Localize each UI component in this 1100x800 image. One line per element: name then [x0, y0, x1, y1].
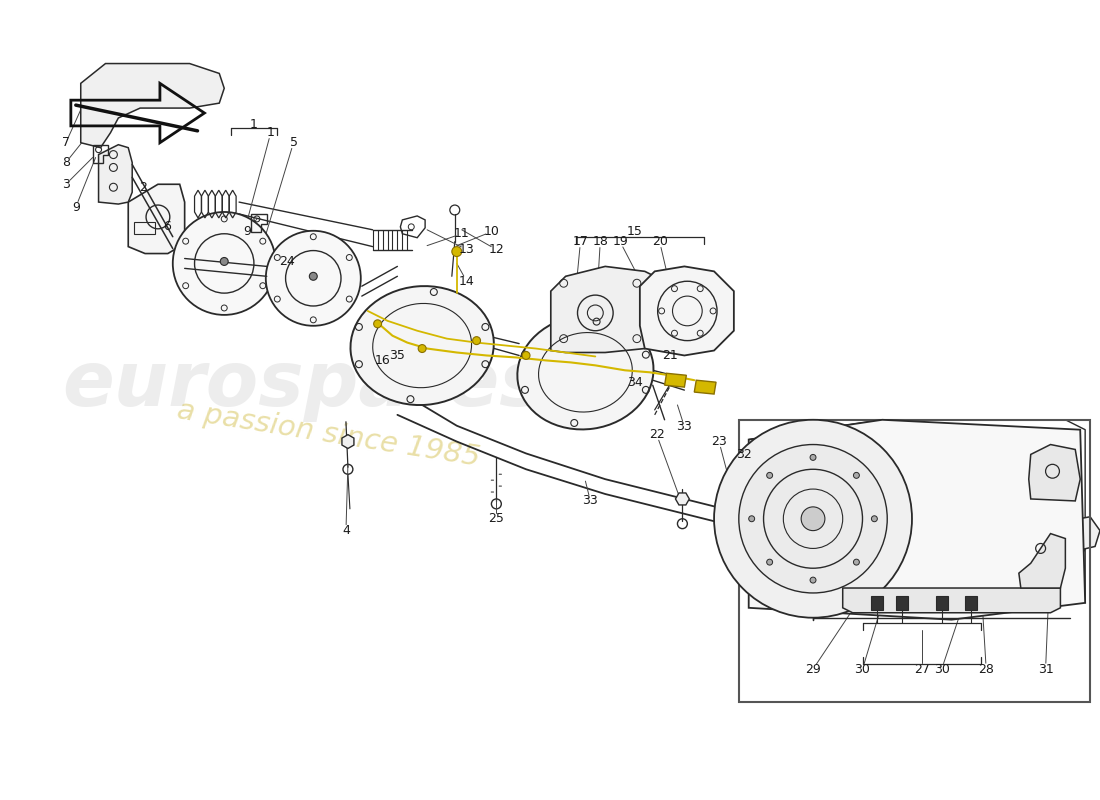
Circle shape	[452, 246, 462, 257]
Text: 28: 28	[978, 662, 994, 676]
Text: 27: 27	[914, 662, 929, 676]
Circle shape	[522, 351, 530, 359]
Text: 23: 23	[711, 435, 727, 448]
Text: a passion since 1985: a passion since 1985	[175, 397, 482, 473]
Polygon shape	[966, 596, 977, 610]
Ellipse shape	[517, 315, 653, 430]
Text: 9: 9	[72, 201, 79, 214]
Text: 34: 34	[627, 376, 642, 389]
Text: 9: 9	[243, 226, 251, 238]
Circle shape	[418, 345, 426, 353]
Polygon shape	[1041, 524, 1090, 563]
Text: 33: 33	[583, 494, 598, 507]
Circle shape	[810, 577, 816, 583]
Text: 17: 17	[572, 235, 588, 248]
Text: 21: 21	[662, 349, 678, 362]
Polygon shape	[896, 596, 907, 610]
Polygon shape	[80, 63, 224, 148]
Text: 11: 11	[454, 227, 470, 240]
Text: 30: 30	[855, 662, 870, 676]
Text: 20: 20	[651, 235, 668, 248]
Polygon shape	[1019, 534, 1066, 588]
Polygon shape	[1066, 517, 1100, 554]
Text: 19: 19	[613, 235, 628, 248]
Circle shape	[173, 212, 276, 315]
Polygon shape	[749, 420, 1086, 620]
Text: 5: 5	[289, 136, 297, 150]
Circle shape	[473, 337, 481, 345]
Text: 3: 3	[62, 178, 69, 190]
Text: eurospares: eurospares	[62, 348, 544, 422]
Polygon shape	[675, 493, 690, 505]
Text: 7: 7	[62, 136, 70, 150]
Polygon shape	[342, 434, 354, 449]
Text: 31: 31	[1037, 662, 1054, 676]
Polygon shape	[551, 266, 670, 353]
Text: 2: 2	[140, 181, 147, 194]
Ellipse shape	[351, 286, 494, 405]
Circle shape	[309, 272, 317, 280]
Text: 18: 18	[592, 235, 608, 248]
Polygon shape	[732, 508, 746, 520]
Circle shape	[810, 454, 816, 460]
Circle shape	[767, 559, 772, 565]
Circle shape	[854, 472, 859, 478]
Circle shape	[739, 445, 888, 593]
Text: 15: 15	[627, 226, 642, 238]
Text: 13: 13	[459, 243, 474, 256]
Circle shape	[749, 516, 755, 522]
Polygon shape	[936, 596, 947, 610]
Text: 29: 29	[805, 662, 821, 676]
Text: 35: 35	[389, 349, 405, 362]
Text: 6: 6	[163, 220, 170, 234]
Circle shape	[854, 559, 859, 565]
Circle shape	[767, 472, 772, 478]
Text: 4: 4	[342, 524, 350, 537]
Text: 33: 33	[676, 420, 692, 434]
Polygon shape	[1028, 445, 1080, 501]
Polygon shape	[871, 596, 883, 610]
Text: 32: 32	[736, 448, 751, 461]
Bar	[739, 420, 1090, 702]
Polygon shape	[664, 374, 686, 387]
Circle shape	[871, 516, 878, 522]
Polygon shape	[129, 184, 185, 254]
Text: 22: 22	[649, 428, 664, 441]
Text: 25: 25	[488, 512, 504, 526]
Text: 10: 10	[484, 226, 499, 238]
Text: 16: 16	[375, 354, 390, 367]
Circle shape	[266, 230, 361, 326]
Circle shape	[374, 320, 382, 328]
Circle shape	[220, 258, 228, 266]
Polygon shape	[694, 380, 716, 394]
Polygon shape	[843, 588, 1060, 613]
Text: 30: 30	[934, 662, 949, 676]
Circle shape	[714, 420, 912, 618]
Text: 14: 14	[459, 274, 474, 288]
Text: 8: 8	[62, 156, 70, 169]
Circle shape	[801, 507, 825, 530]
Polygon shape	[640, 266, 734, 355]
Polygon shape	[99, 145, 132, 204]
Text: 12: 12	[488, 243, 504, 256]
Text: 1: 1	[250, 118, 257, 131]
Text: 24: 24	[278, 255, 295, 268]
Text: 1: 1	[267, 126, 275, 139]
